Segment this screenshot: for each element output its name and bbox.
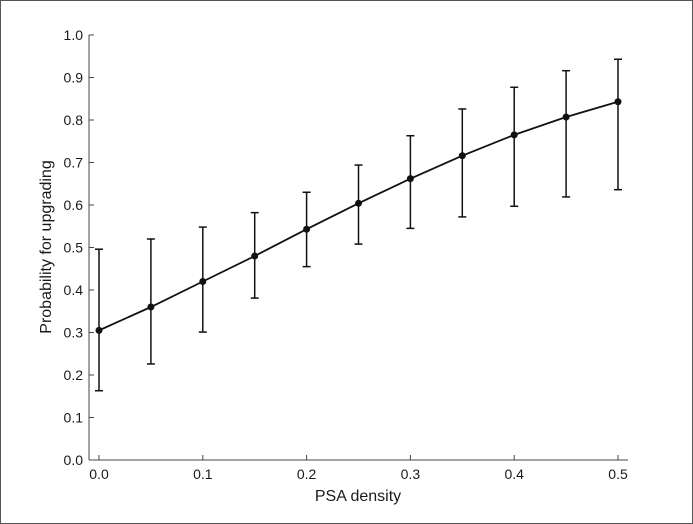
- data-point: [406, 175, 414, 183]
- y-axis-title: Probability for upgrading: [38, 160, 55, 333]
- y-tick-label: 0.8: [64, 112, 84, 128]
- y-tick-label: 0.0: [64, 452, 84, 468]
- x-tick-label: 0.5: [608, 466, 628, 482]
- data-point: [199, 278, 207, 285]
- data-point: [147, 303, 155, 311]
- data-point: [355, 199, 362, 207]
- data-point: [303, 225, 311, 233]
- y-tick-label: 0.3: [64, 325, 84, 341]
- y-tick-label: 0.6: [64, 197, 84, 213]
- y-tick-label: 0.4: [64, 282, 84, 298]
- error-bars: [95, 58, 622, 392]
- axis-labels: PSA density Probability for upgrading: [38, 160, 401, 505]
- y-tick-label: 0.2: [64, 367, 84, 383]
- data-point: [562, 113, 570, 121]
- x-tick-label: 0.3: [401, 466, 421, 482]
- data-point: [251, 252, 259, 260]
- x-tick-label: 0.1: [193, 466, 213, 482]
- data-point: [458, 152, 466, 160]
- data-point: [510, 131, 518, 139]
- x-axis-title: PSA density: [315, 488, 401, 505]
- data-point: [95, 326, 103, 334]
- y-tick-label: 0.7: [64, 155, 84, 171]
- y-tick-label: 0.1: [64, 410, 84, 426]
- x-tick-label: 0.4: [504, 466, 524, 482]
- x-tick-label: 0.0: [89, 466, 109, 482]
- x-tick-label: 0.2: [297, 466, 317, 482]
- y-tick-label: 0.5: [64, 240, 84, 256]
- y-tick-label: 1.0: [64, 27, 84, 43]
- data-point: [614, 98, 622, 106]
- axes: 0.0 0.1 0.2 0.3 0.4 0.5 0.6 0.7 0.8 0.9 1.0 0.0 0.1 0…: [64, 27, 628, 482]
- y-tick-label: 0.9: [64, 70, 84, 86]
- series: [95, 98, 622, 334]
